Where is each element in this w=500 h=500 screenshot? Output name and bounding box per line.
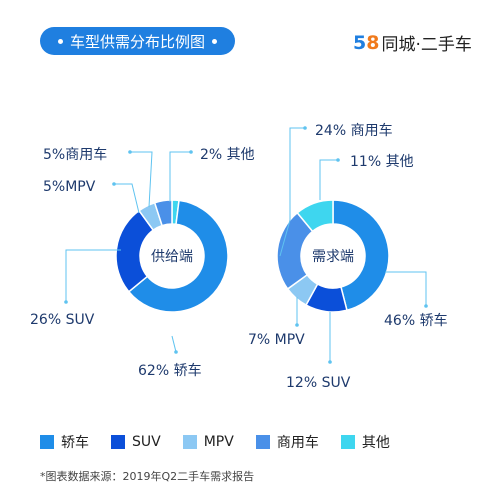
leader-dot: [424, 304, 428, 308]
legend-item: SUV: [111, 434, 161, 450]
legend-swatch: [111, 435, 125, 449]
supply-donut-chart: 供给端 62% 轿车 26% SUV 5%MPV 5%商用车 2% 其他: [30, 146, 255, 379]
slice-label: 46% 轿车: [384, 312, 448, 329]
brand-logo: 58 同城·二手车: [353, 30, 472, 56]
leader-dot: [189, 150, 193, 154]
legend-item: MPV: [182, 434, 234, 450]
slice-label: 11% 其他: [350, 154, 414, 170]
legend-label: 其他: [361, 435, 390, 451]
leader-line: [130, 151, 153, 208]
leader-line: [385, 271, 427, 306]
leader-line: [319, 159, 338, 200]
slice-label: 2% 其他: [200, 147, 255, 163]
leader-line: [171, 335, 177, 353]
bullet-dot-icon: [58, 38, 63, 44]
data-source-footnote: *图表数据来源：2019年Q2二手车需求报告: [40, 470, 255, 483]
chart-title: 车型供需分布比例图: [70, 32, 206, 51]
chart-legend: 轿车 SUV MPV 商用车 其他: [40, 432, 390, 452]
slice-label: 5%商用车: [43, 146, 107, 163]
legend-swatch: [182, 435, 197, 449]
legend-label: 轿车: [61, 435, 89, 451]
legend-swatch: [340, 435, 355, 449]
legend-label: 商用车: [276, 435, 319, 451]
leader-line: [279, 127, 305, 257]
donut-center-label: 供给端: [151, 249, 193, 265]
slice-label: 24% 商用车: [315, 122, 393, 139]
legend-item: 轿车: [40, 432, 89, 452]
legend-label: MPV: [203, 434, 234, 450]
leader-line: [114, 183, 140, 214]
legend-item: 其他: [340, 432, 390, 452]
leader-line: [169, 151, 191, 202]
leader-dot: [303, 126, 307, 130]
leader-dot: [328, 360, 332, 364]
slice-label: 62% 轿车: [138, 362, 202, 379]
slice-label: 12% SUV: [286, 375, 351, 391]
leader-dot: [112, 182, 116, 186]
demand-donut-chart: 需求端 46% 轿车 12% SUV 7% MPV 24% 商用车 11% 其他: [248, 122, 448, 391]
slice-label: 7% MPV: [248, 332, 305, 348]
legend-item: 商用车: [255, 432, 319, 452]
leader-dot: [336, 158, 340, 162]
chart-title-badge: 车型供需分布比例图: [40, 27, 236, 55]
logo-number: 58: [353, 31, 380, 54]
leader-dot: [295, 323, 299, 327]
legend-swatch: [40, 435, 54, 449]
leader-dot: [64, 300, 68, 304]
leader-line: [65, 249, 121, 302]
donut-center-label: 需求端: [312, 249, 354, 265]
slice-label: 5%MPV: [43, 179, 96, 195]
leader-dot: [174, 350, 178, 354]
donut-hole: [140, 224, 204, 288]
donut-hole: [301, 224, 365, 288]
legend-label: SUV: [132, 434, 161, 450]
bullet-dot-icon: [212, 38, 218, 44]
legend-swatch: [255, 435, 270, 449]
leader-dot: [128, 150, 132, 154]
logo-text: 同城·二手车: [381, 35, 472, 55]
slice-label: 26% SUV: [30, 312, 95, 328]
